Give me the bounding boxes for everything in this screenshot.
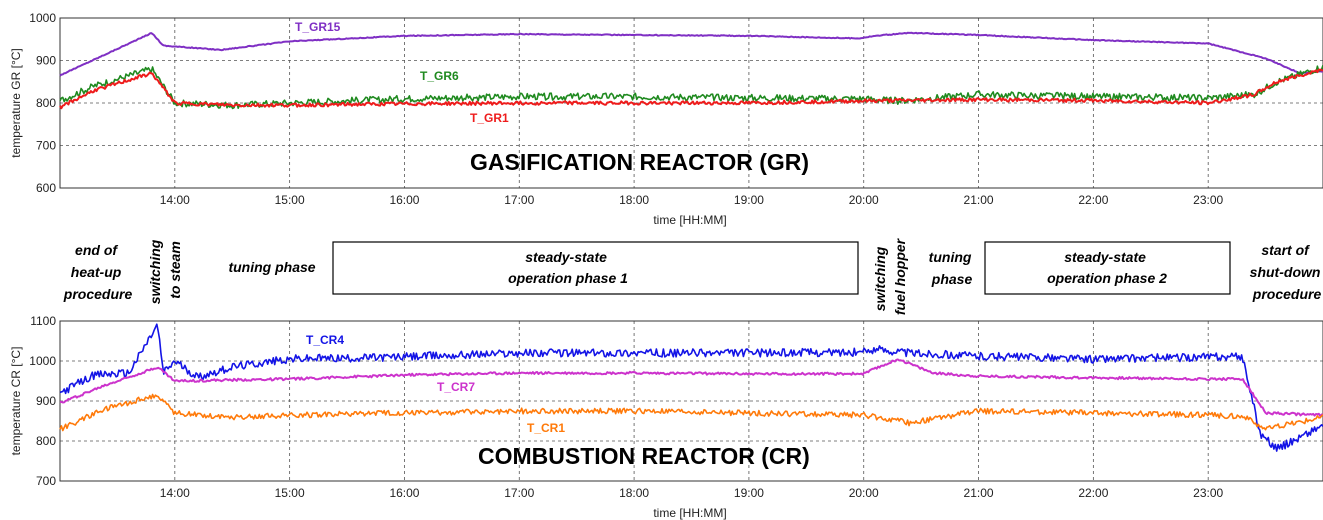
- cr-ticks: 700 800 900 1000 1100 14:00 15:00 16:00 17:00 18:…: [29, 314, 1223, 500]
- gr-chart-title: GASIFICATION REACTOR (GR): [470, 149, 809, 175]
- gr-ytick-label: 900: [36, 54, 56, 68]
- cr-series-lines: [59, 323, 1323, 452]
- cr-xtick-label: 14:00: [160, 486, 190, 500]
- phase-end-heatup: end of heat-up procedure: [63, 242, 133, 302]
- phase-steady-state-2-box: [984, 241, 1231, 295]
- gr-series-line-T_GR15: [59, 31, 1323, 77]
- gr-series-line-T_GR1: [59, 68, 1323, 110]
- cr-xtick-label: 23:00: [1193, 486, 1223, 500]
- gr-x-axis-label: time [HH:MM]: [653, 213, 726, 227]
- cr-xtick-label: 22:00: [1078, 486, 1108, 500]
- cr-xtick-label: 17:00: [504, 486, 534, 500]
- gr-xtick-label: 15:00: [275, 193, 305, 207]
- phase-switching-to-steam: switching to steam: [147, 236, 183, 304]
- cr-series-line-T_CR1: [59, 393, 1323, 432]
- cr-plot-frame: [59, 320, 1323, 482]
- phase-switching-fuel-hopper: switching fuel hopper: [872, 237, 908, 315]
- gr-xtick-label: 16:00: [389, 193, 419, 207]
- phase-steady-state-1-box: [332, 241, 859, 295]
- cr-ytick-label: 1000: [29, 354, 56, 368]
- cr-xtick-label: 16:00: [389, 486, 419, 500]
- cr-y-axis-label: temperature CR [°C]: [9, 347, 23, 456]
- gr-series-lines: [59, 31, 1323, 110]
- cr-series-label-T_CR1: T_CR1: [527, 421, 565, 435]
- cr-series-line-T_CR7: [59, 358, 1323, 418]
- gr-plot-frame: [59, 17, 1323, 189]
- cr-xtick-label: 15:00: [275, 486, 305, 500]
- gr-series-label-T_GR1: T_GR1: [470, 111, 509, 125]
- gr-ytick-label: 600: [36, 181, 56, 195]
- phase-annotations: end of heat-up procedure switching to st…: [63, 236, 1323, 315]
- gr-xtick-label: 17:00: [504, 193, 534, 207]
- cr-xtick-label: 19:00: [734, 486, 764, 500]
- gr-ytick-label: 1000: [29, 11, 56, 25]
- gr-ytick-label: 800: [36, 96, 56, 110]
- gr-xtick-label: 19:00: [734, 193, 764, 207]
- phase-shutdown: start of shut-down procedure: [1250, 242, 1323, 302]
- phase-steady-state-1: steady-state operation phase 1: [508, 249, 628, 286]
- gr-xtick-label: 14:00: [160, 193, 190, 207]
- gr-xtick-label: 20:00: [849, 193, 879, 207]
- gr-xtick-label: 21:00: [964, 193, 994, 207]
- gasification-chart: 600 700 800 900 1000 14:00 15:00 16:00 17:00 18:0…: [9, 11, 1323, 227]
- gr-ticks: 600 700 800 900 1000 14:00 15:00 16:00 17:00 18:0…: [29, 11, 1223, 207]
- phase-steady-state-2: steady-state operation phase 2: [1047, 249, 1167, 286]
- gr-xtick-label: 23:00: [1193, 193, 1223, 207]
- gr-series-label-T_GR6: T_GR6: [420, 69, 459, 83]
- cr-ytick-label: 800: [36, 434, 56, 448]
- cr-xtick-label: 18:00: [619, 486, 649, 500]
- gr-ytick-label: 700: [36, 139, 56, 153]
- combustion-chart: 700 800 900 1000 1100 14:00 15:00 16:00 17:00 18:…: [9, 314, 1323, 520]
- gr-y-axis-label: temperature GR [°C]: [9, 48, 23, 158]
- gr-series-label-T_GR15: T_GR15: [295, 20, 341, 34]
- phase-tuning-2: tuning phase: [929, 249, 976, 287]
- cr-series-line-T_CR4: [59, 323, 1323, 452]
- cr-xtick-label: 21:00: [964, 486, 994, 500]
- cr-ytick-label: 1100: [30, 314, 56, 328]
- cr-series-label-T_CR4: T_CR4: [306, 333, 344, 347]
- cr-x-axis-label: time [HH:MM]: [653, 506, 726, 520]
- phase-tuning-1: tuning phase: [228, 259, 315, 275]
- cr-xtick-label: 20:00: [849, 486, 879, 500]
- cr-ytick-label: 700: [36, 474, 56, 488]
- cr-chart-title: COMBUSTION REACTOR (CR): [478, 443, 810, 469]
- cr-series-label-T_CR7: T_CR7: [437, 380, 475, 394]
- cr-ytick-label: 900: [36, 394, 56, 408]
- gr-xtick-label: 22:00: [1078, 193, 1108, 207]
- gr-xtick-label: 18:00: [619, 193, 649, 207]
